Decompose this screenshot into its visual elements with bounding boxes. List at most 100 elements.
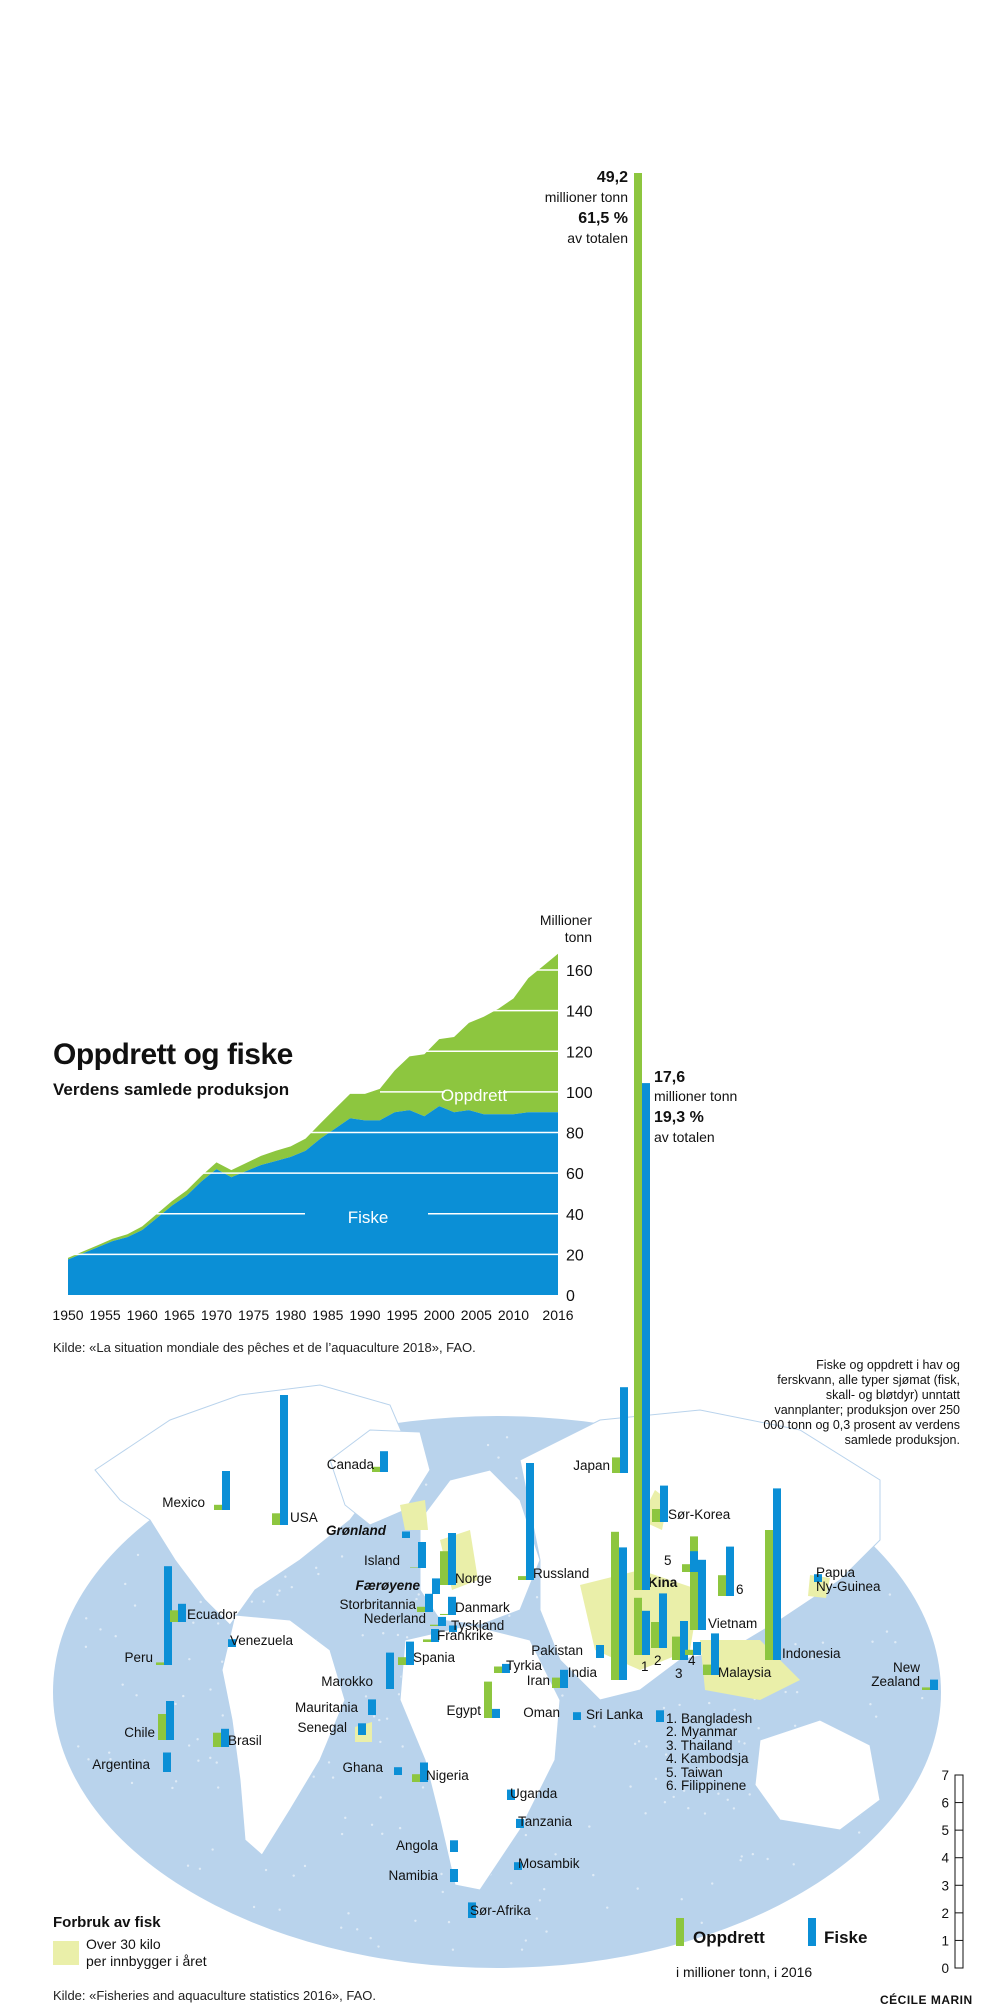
bar-fiske-filippinene (726, 1546, 734, 1596)
x-tick-label: 1965 (164, 1307, 195, 1323)
ocean-dot (378, 1718, 381, 1722)
bar-oppdrett-new-zealand (922, 1687, 930, 1690)
ocean-dot (588, 1825, 591, 1828)
ocean-dot (87, 1758, 90, 1761)
y-tick-label: 20 (566, 1247, 584, 1264)
ocean-dot (538, 1899, 542, 1902)
x-tick-label: 2000 (424, 1307, 455, 1323)
ocean-dot (198, 1867, 202, 1871)
bar-oppdrett-sør-korea (652, 1509, 660, 1522)
legend-label-oppdrett: Oppdrett (693, 1928, 765, 1947)
country-label: Sør-Korea (668, 1507, 731, 1522)
ocean-dot (794, 1642, 797, 1646)
ocean-dot (133, 1604, 137, 1607)
ocean-dot (539, 1654, 542, 1657)
ocean-dot (737, 1740, 741, 1743)
ocean-dot (733, 1708, 736, 1712)
ocean-dot (209, 1756, 212, 1760)
ocean-dot (644, 1812, 647, 1815)
country-label: Grønland (326, 1523, 387, 1538)
source-area-chart: Kilde: «La situation mondiale des pêches… (53, 1340, 476, 1355)
ocean-dot (757, 1727, 760, 1730)
ocean-dot (636, 1887, 639, 1890)
y-tick-label: 40 (566, 1207, 584, 1224)
ocean-dot (535, 1917, 539, 1920)
ocean-dot (315, 1566, 318, 1570)
ocean-dot (344, 1816, 347, 1820)
ocean-dot (396, 1633, 400, 1637)
ocean-dot (264, 1868, 268, 1872)
country-label: Malaysia (718, 1665, 772, 1680)
country-label: Brasil (228, 1733, 262, 1748)
ocean-dot (381, 1832, 384, 1835)
ocean-dot (109, 1757, 112, 1761)
legend-title: Forbruk av fisk (53, 1914, 161, 1931)
annotation-kina-of: av totalen (567, 230, 628, 246)
ocean-dot (731, 1752, 735, 1756)
ocean-dot (708, 1701, 711, 1705)
country-label: Marokko (321, 1674, 373, 1689)
ocean-dot (414, 1919, 417, 1922)
country-label: 4 (688, 1653, 696, 1668)
ocean-dot (290, 1585, 294, 1589)
country-label: Russland (533, 1566, 589, 1581)
bar-fiske-marokko (386, 1652, 394, 1689)
bar-oppdrett-usa (272, 1513, 280, 1525)
country-label: Kina (648, 1575, 678, 1590)
ocean-dot (196, 1738, 199, 1741)
country-label: Mosambik (518, 1856, 580, 1871)
ocean-dot (121, 1683, 124, 1686)
ocean-dot (415, 1597, 418, 1601)
ocean-dot (678, 1703, 681, 1707)
bar-fiske-mosambik (514, 1862, 522, 1870)
country-label: Zealand (871, 1674, 920, 1689)
ocean-dot (703, 1812, 707, 1815)
bar-fiske-kambodsja (693, 1642, 701, 1655)
bar-fiske-danmark (448, 1596, 456, 1615)
bar-fiske-frankrike (431, 1629, 439, 1642)
list-item: 3. Thailand (666, 1737, 733, 1753)
area-fiske (68, 1106, 558, 1295)
country-label: 2 (654, 1653, 662, 1668)
x-tick-label: 1995 (387, 1307, 418, 1323)
bar-fiske-bangladesh (642, 1610, 650, 1655)
bar-oppdrett-island (410, 1567, 418, 1568)
bar-oppdrett-india (611, 1531, 619, 1680)
ocean-dot (312, 1775, 315, 1778)
bar-fiske-uganda (507, 1789, 515, 1800)
country-label: Vietnam (708, 1616, 757, 1631)
ocean-dot (278, 1908, 281, 1911)
bar-oppdrett-bangladesh (634, 1597, 642, 1655)
legend-swatch-consumption (53, 1941, 79, 1965)
list-item: 1. Bangladesh (666, 1711, 753, 1726)
country-label: Iran (527, 1673, 550, 1688)
ocean-dot (739, 1859, 742, 1862)
ocean-dot (518, 1915, 522, 1918)
ocean-dot (645, 1745, 648, 1748)
numbered-country-list: 1. Bangladesh 2. Myanmar 3. Thailand 4. … (666, 1711, 753, 1793)
legend-swatch-oppdrett (676, 1918, 684, 1946)
bar-oppdrett-russland (518, 1576, 526, 1580)
bar-fiske-egypt (492, 1708, 500, 1718)
scale-tick-label: 5 (941, 1823, 949, 1838)
ocean-dot (317, 1572, 320, 1576)
scale-tick-label: 6 (941, 1796, 949, 1811)
bar-fiske-peru (164, 1566, 172, 1665)
country-label: Indonesia (782, 1646, 841, 1661)
country-label: Tyskland (451, 1618, 504, 1633)
ocean-dot (186, 1864, 190, 1867)
ocean-dot (711, 1882, 714, 1885)
x-tick-label: 1990 (349, 1307, 380, 1323)
ocean-dot (524, 1833, 528, 1837)
country-label: Ecuador (187, 1607, 238, 1622)
y-tick-label: 0 (566, 1288, 575, 1305)
annotation-kina-pct: 61,5 % (578, 210, 628, 227)
ocean-dot (303, 1864, 307, 1868)
ocean-dot (372, 1715, 376, 1718)
x-tick-label: 1985 (312, 1307, 343, 1323)
ocean-dot (199, 1600, 202, 1604)
ocean-dot (697, 1767, 701, 1771)
scale-tick-label: 7 (941, 1768, 949, 1783)
list-item: 5. Taiwan (666, 1764, 723, 1780)
y-tick-label: 100 (566, 1085, 593, 1102)
